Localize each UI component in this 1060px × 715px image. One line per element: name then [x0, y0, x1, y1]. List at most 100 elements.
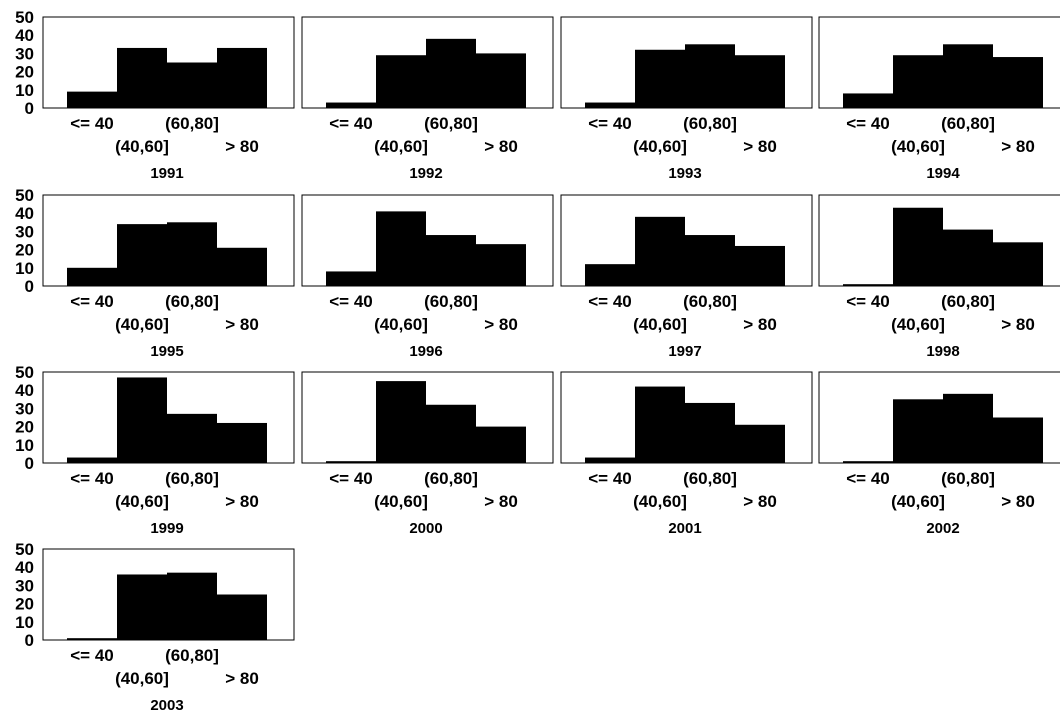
histogram-bar — [585, 102, 635, 108]
histogram-bar — [426, 38, 476, 109]
x-tick-label: <= 40 — [846, 114, 890, 133]
x-tick-label: (60,80] — [165, 646, 219, 665]
histogram-bar — [943, 393, 993, 463]
x-tick-label: (40,60] — [115, 137, 169, 156]
panel-title: 2002 — [926, 520, 959, 537]
histogram-bar — [326, 461, 376, 463]
histogram-bar — [893, 399, 943, 463]
histogram-bar — [376, 211, 426, 286]
histogram-panel: <= 40(40,60] (60,80] > 80 1998 — [818, 194, 1060, 360]
y-tick-label: 40 — [15, 381, 34, 400]
y-tick-label: 20 — [15, 595, 34, 614]
histogram-bar — [67, 91, 117, 108]
y-tick-label: 50 — [15, 540, 34, 559]
x-tick-label: > 80 — [225, 315, 259, 334]
x-tick-label: (60,80] — [683, 114, 737, 133]
x-tick-label: (40,60] — [374, 492, 428, 511]
x-tick-label: <= 40 — [846, 469, 890, 488]
y-tick-label: 30 — [15, 576, 34, 595]
histogram-bar — [117, 574, 167, 640]
x-tick-label: <= 40 — [329, 469, 373, 488]
x-tick-label: <= 40 — [329, 114, 373, 133]
y-tick-label: 20 — [15, 63, 34, 82]
y-tick-label: 50 — [15, 186, 34, 205]
x-tick-label: > 80 — [225, 669, 259, 688]
histogram-bar — [893, 207, 943, 286]
panel-title: 1993 — [668, 165, 701, 182]
x-tick-label: (60,80] — [941, 114, 995, 133]
histogram-bar — [843, 461, 893, 463]
histogram-panel: <= 40(40,60] (60,80] > 80 2001 — [560, 371, 813, 537]
y-tick-label: 10 — [15, 81, 34, 100]
x-tick-label: <= 40 — [588, 114, 632, 133]
histogram-bar — [585, 264, 635, 286]
x-tick-label: (60,80] — [424, 469, 478, 488]
histogram-bar — [685, 235, 735, 286]
histogram-bar — [167, 62, 217, 108]
histogram-bar — [943, 229, 993, 286]
x-tick-label: > 80 — [225, 137, 259, 156]
y-tick-label: 0 — [25, 99, 34, 118]
x-tick-label: (60,80] — [683, 469, 737, 488]
histogram-bar — [843, 93, 893, 108]
histogram-bar — [843, 284, 893, 286]
x-tick-label: (40,60] — [891, 492, 945, 511]
x-tick-label: (40,60] — [891, 315, 945, 334]
x-tick-label: > 80 — [1001, 315, 1035, 334]
x-tick-label: > 80 — [743, 315, 777, 334]
histogram-bar — [217, 47, 267, 108]
histogram-bar — [685, 402, 735, 463]
x-tick-label: (60,80] — [941, 469, 995, 488]
panel-title: 2001 — [668, 520, 701, 537]
x-tick-label: <= 40 — [70, 646, 114, 665]
x-tick-label: (60,80] — [165, 292, 219, 311]
histogram-bar — [893, 55, 943, 108]
y-tick-label: 50 — [15, 8, 34, 27]
histogram-bar — [476, 53, 526, 108]
histogram-bar — [167, 413, 217, 463]
histogram-bar — [685, 44, 735, 108]
y-tick-label: 0 — [25, 277, 34, 296]
x-tick-label: > 80 — [743, 492, 777, 511]
x-tick-label: <= 40 — [588, 469, 632, 488]
x-tick-label: > 80 — [1001, 492, 1035, 511]
histogram-panel: <= 40(40,60] (60,80] > 80 2000 — [301, 371, 554, 537]
histogram-bar — [635, 386, 685, 463]
x-tick-label: (60,80] — [941, 292, 995, 311]
histogram-bar — [993, 57, 1043, 108]
histogram-bar — [67, 457, 117, 463]
histogram-bar — [993, 417, 1043, 463]
y-tick-label: 30 — [15, 44, 34, 63]
x-tick-label: > 80 — [484, 137, 518, 156]
x-tick-label: > 80 — [484, 315, 518, 334]
histogram-panel: <= 40(40,60] (60,80] > 80 1992 — [301, 16, 554, 182]
histogram-bar — [376, 55, 426, 108]
panel-title: 1995 — [150, 343, 183, 360]
histogram-panel: <= 40(40,60] (60,80] > 80 1997 — [560, 194, 813, 360]
histogram-panel: <= 40(40,60] (60,80] > 80 1993 — [560, 16, 813, 182]
x-tick-label: (40,60] — [115, 669, 169, 688]
histogram-bar — [476, 244, 526, 286]
x-tick-label: (60,80] — [424, 292, 478, 311]
x-tick-label: (40,60] — [374, 315, 428, 334]
histogram-bar — [635, 49, 685, 108]
histogram-bar — [67, 638, 117, 640]
y-tick-label: 0 — [25, 454, 34, 473]
x-tick-label: (60,80] — [165, 469, 219, 488]
histogram-bar — [217, 247, 267, 286]
histogram-bar — [117, 377, 167, 463]
x-tick-label: (40,60] — [633, 137, 687, 156]
x-tick-label: <= 40 — [588, 292, 632, 311]
x-tick-label: > 80 — [1001, 137, 1035, 156]
histogram-bar — [585, 457, 635, 463]
y-tick-label: 40 — [15, 204, 34, 223]
histogram-bar — [326, 271, 376, 286]
x-tick-label: (40,60] — [374, 137, 428, 156]
panel-title: 1991 — [150, 165, 183, 182]
histogram-bar — [117, 47, 167, 108]
x-tick-label: <= 40 — [846, 292, 890, 311]
